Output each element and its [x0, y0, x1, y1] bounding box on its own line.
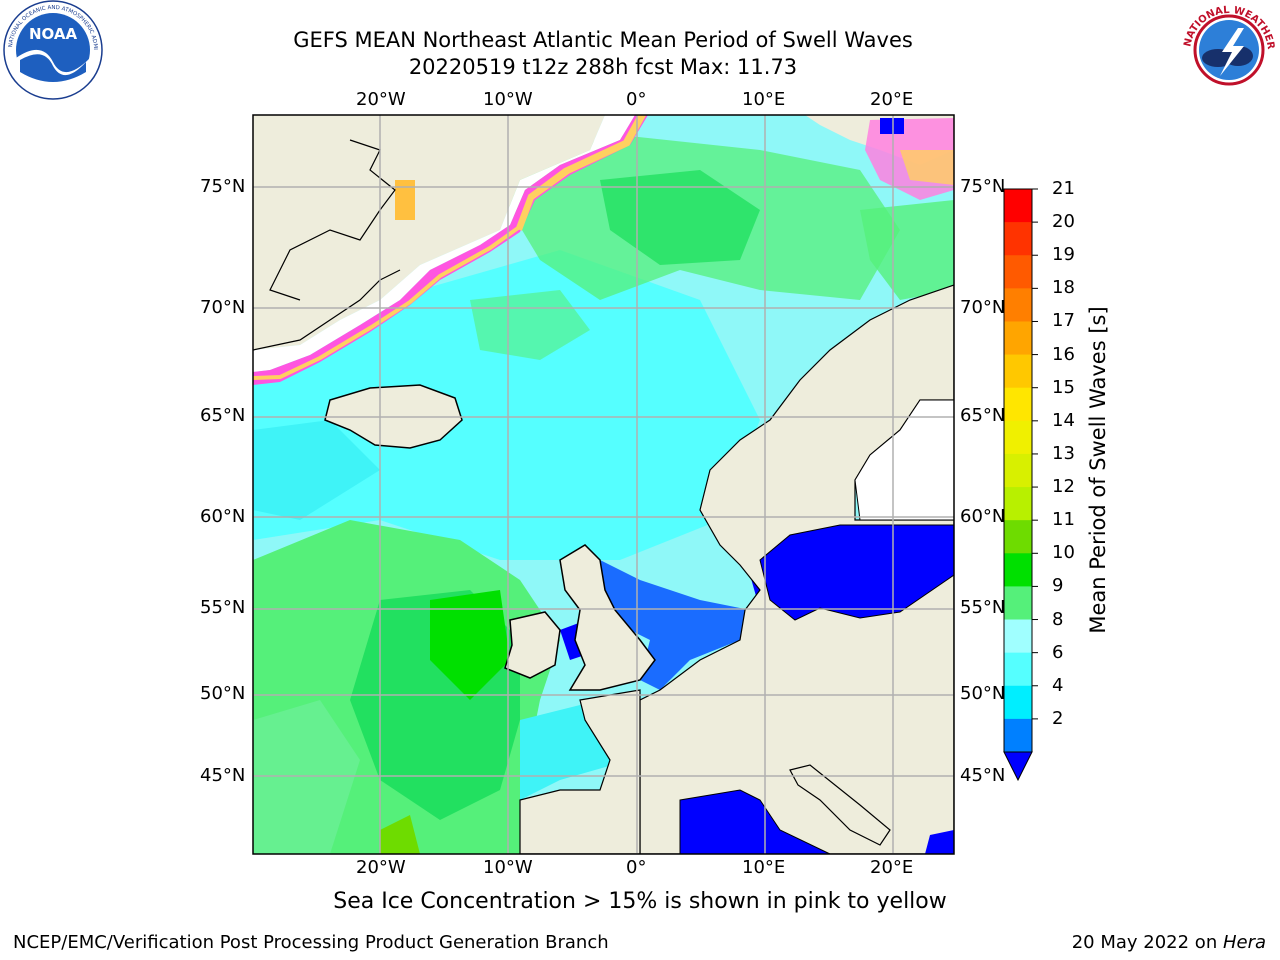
colorbar-swatch [1004, 255, 1032, 289]
lat-tick: 65°N [960, 405, 1006, 426]
colorbar-extend-triangle [1003, 751, 1033, 782]
land-greenland [253, 115, 605, 350]
colorbar-swatch [1004, 520, 1032, 554]
footer-credit: NCEP/EMC/Verification Post Processing Pr… [13, 932, 609, 953]
lat-tick: 55°N [200, 597, 246, 618]
lon-tick: 20°E [870, 89, 914, 110]
colorbar-label: 12 [1052, 476, 1075, 498]
colorbar-swatch [1004, 652, 1032, 687]
lon-tick: 20°E [870, 857, 914, 878]
lat-tick: 45°N [960, 765, 1006, 786]
colorbar-label: 15 [1052, 376, 1075, 398]
colorbar-label: 2 [1052, 707, 1064, 729]
noaa-logo-text: NOAA [29, 25, 78, 43]
lat-tick: 70°N [960, 297, 1006, 318]
colorbar-swatch [1004, 453, 1032, 488]
colorbar-swatch [1004, 586, 1032, 621]
colorbar-label: 16 [1052, 343, 1075, 365]
lon-tick: 20°W [356, 857, 406, 878]
colorbar-swatch [1004, 288, 1032, 322]
colorbar-swatch [1004, 420, 1032, 455]
colorbar-label: 4 [1052, 674, 1064, 696]
chart-subtitle: 20220519 t12z 288h fcst Max: 11.73 [408, 55, 798, 79]
colorbar-swatch [1004, 487, 1032, 521]
colorbar-frame [1003, 188, 1033, 753]
footer-date: 20 May 2022 on Hera [1072, 932, 1266, 953]
footer-date-text: 20 May 2022 on [1071, 932, 1223, 953]
lat-tick: 75°N [200, 176, 246, 197]
lat-tick: 55°N [960, 597, 1006, 618]
colorbar-title: Mean Period of Swell Waves [s] [1086, 306, 1110, 634]
lat-tick: 75°N [960, 176, 1006, 197]
lat-tick: 70°N [200, 297, 246, 318]
land-italy [789, 764, 891, 846]
gulf-of-bothnia [854, 399, 954, 521]
colorbar-swatch [1004, 189, 1032, 223]
lat-tick: 60°N [200, 506, 246, 527]
colorbar-swatch [1004, 718, 1032, 753]
land-great-britain [559, 544, 656, 691]
colorbar-swatch [1004, 619, 1032, 654]
map-grid [253, 115, 954, 854]
footer-host: Hera [1222, 932, 1266, 953]
lat-tick: 65°N [200, 405, 246, 426]
sea-ice-caption: Sea Ice Concentration > 15% is shown in … [333, 889, 947, 914]
swell-region-2-4s-northsea [590, 560, 750, 690]
lat-tick: 60°N [960, 506, 1006, 527]
lat-tick: 50°N [960, 683, 1006, 704]
colorbar-label: 8 [1052, 608, 1064, 630]
colorbar-label: 18 [1052, 277, 1075, 299]
chart-title: GEFS MEAN Northeast Atlantic Mean Period… [293, 28, 913, 52]
lon-tick: 10°W [483, 857, 533, 878]
sea-ice-free-strip [253, 115, 635, 372]
colorbar-label: 11 [1052, 509, 1075, 531]
lon-tick: 10°E [742, 857, 786, 878]
colorbar-swatch [1004, 354, 1032, 389]
colorbar-label: 9 [1052, 575, 1064, 597]
lon-tick: 10°E [742, 89, 786, 110]
colorbar-label: 10 [1052, 542, 1075, 564]
colorbar-label: 6 [1052, 641, 1064, 663]
colorbar-swatch [1004, 387, 1032, 422]
colorbar-label: 14 [1052, 409, 1075, 431]
noaa-logo: NOAA NATIONAL OCEANIC AND ATMOSPHERIC AD… [2, 0, 103, 100]
colorbar-swatch [1004, 321, 1032, 356]
lat-tick: 45°N [200, 765, 246, 786]
land-iberia-france [519, 689, 641, 854]
lon-tick: 0° [626, 857, 647, 878]
colorbar-label: 17 [1052, 310, 1075, 332]
lat-tick: 50°N [200, 683, 246, 704]
colorbar-swatch [1004, 685, 1032, 720]
colorbar [1003, 188, 1038, 782]
map-frame [252, 114, 955, 855]
sea-ice-patch [395, 180, 415, 220]
colorbar-label: 20 [1052, 211, 1075, 233]
lon-tick: 0° [626, 89, 647, 110]
colorbar-label: 21 [1052, 178, 1075, 199]
colorbar-label: 19 [1052, 244, 1075, 266]
colorbar-swatch [1004, 222, 1032, 256]
colorbar-swatch [1004, 553, 1032, 587]
nws-logo: NATIONAL WEATHER SERVICE [1178, 0, 1277, 98]
land-ireland [504, 611, 561, 679]
lon-tick: 20°W [356, 89, 406, 110]
colorbar-label: 13 [1052, 442, 1075, 464]
lon-tick: 10°W [483, 89, 533, 110]
